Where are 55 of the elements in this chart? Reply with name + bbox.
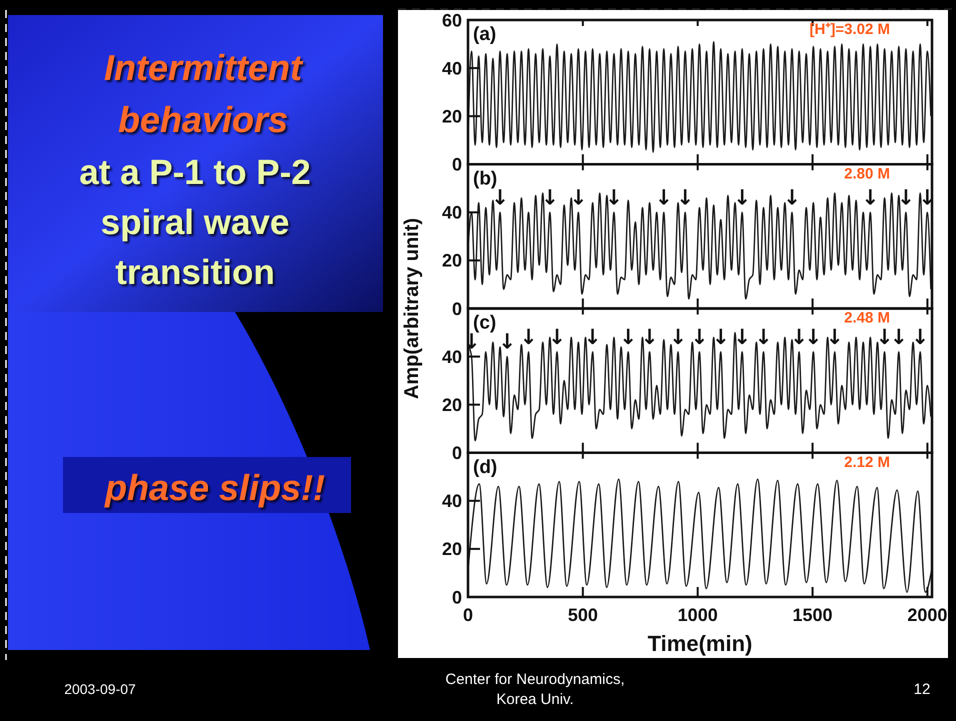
y-tick-label: 40 [442, 346, 462, 367]
y-tick-label: 40 [442, 491, 462, 512]
annotation: ↓ [783, 185, 801, 210]
x-tick-label: 500 [568, 605, 598, 625]
annotation: ↓ [733, 185, 751, 210]
y-tick-label: 40 [442, 58, 462, 78]
y-tick-label: 0 [452, 154, 462, 175]
y-tick-label: 0 [452, 587, 462, 608]
x-tick-label: 1000 [678, 605, 718, 625]
annotation: ↓ [669, 324, 687, 349]
annotation: 2.80 M [844, 165, 890, 182]
annotation: ↓ [498, 330, 516, 354]
y-tick-label: 20 [442, 394, 462, 415]
annotation: ↓ [754, 324, 772, 349]
text: 2003-09-07 [64, 681, 136, 697]
x-tick-label: 1500 [792, 605, 833, 625]
annotation: ↓ [712, 324, 730, 349]
annotation: ↓ [918, 185, 936, 210]
annotation: ↓ [619, 324, 638, 349]
annotation: ↓ [826, 324, 844, 349]
annotation: ↓ [640, 324, 658, 349]
annotation: ↓ [605, 185, 623, 210]
y-tick-label: 40 [442, 202, 462, 223]
x-tick-label: 2000 [907, 605, 948, 625]
annotation: ↓ [733, 324, 751, 349]
annotation: ↓ [548, 324, 566, 349]
y-tick-label: 60 [442, 10, 462, 30]
text: 12 [914, 681, 930, 698]
text: Intermittent behaviors [104, 47, 304, 140]
y-tick-label: 20 [442, 539, 462, 560]
annotation: ↓ [520, 324, 538, 349]
annotation: ↓ [676, 185, 694, 210]
annotation: ↓ [690, 324, 708, 349]
annotation: (b) [473, 168, 498, 190]
annotation: 2.12 M [844, 454, 890, 471]
annotation: ↓ [911, 324, 929, 349]
text: phase slips!! [104, 467, 326, 508]
annotation: (a) [473, 24, 496, 45]
y-tick-label: 0 [452, 443, 462, 464]
annotation: ↓ [655, 185, 673, 210]
y-tick-label: 0 [452, 298, 462, 319]
annotation: ↓ [570, 185, 588, 210]
y-tick-label: 20 [442, 250, 462, 271]
text: at a P-1 to P-2 spiral wave transition [79, 153, 311, 292]
annotation: (d) [473, 456, 498, 478]
annotation: [H⁺]=3.02 M [810, 21, 890, 38]
y-axis-title: Amp(arbitrary unit) [401, 218, 423, 400]
y-tick-label: 20 [442, 106, 462, 126]
annotation: 2.48 M [844, 310, 890, 326]
annotation: ↓ [541, 185, 559, 210]
annotation: ↓ [897, 185, 915, 210]
x-axis-title: Time(min) [648, 631, 752, 656]
annotation: ↓ [584, 324, 602, 349]
text: Center for Neurodynamics, Korea Univ. [445, 671, 625, 708]
annotation: ↓ [862, 185, 880, 210]
